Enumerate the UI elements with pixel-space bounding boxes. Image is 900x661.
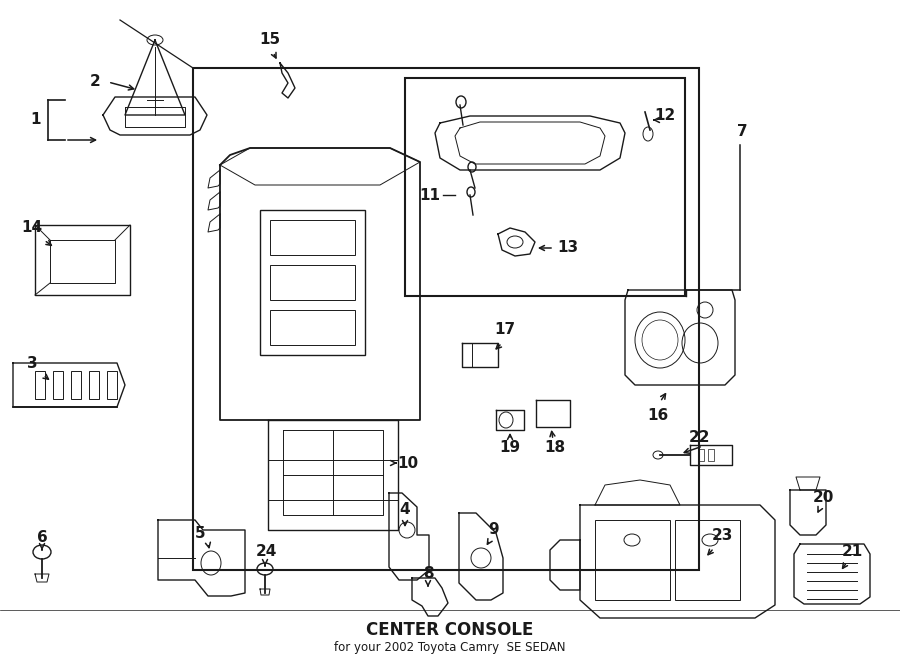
Bar xyxy=(71,371,81,399)
Text: 6: 6 xyxy=(37,531,48,545)
Text: 17: 17 xyxy=(494,323,516,338)
Text: 1: 1 xyxy=(31,112,41,128)
Text: 23: 23 xyxy=(711,527,733,543)
Text: for your 2002 Toyota Camry  SE SEDAN: for your 2002 Toyota Camry SE SEDAN xyxy=(334,641,566,654)
Bar xyxy=(260,210,365,355)
Bar xyxy=(270,265,355,300)
Bar xyxy=(675,520,740,600)
Bar xyxy=(193,68,699,570)
Text: CENTER CONSOLE: CENTER CONSOLE xyxy=(366,621,534,639)
Text: 18: 18 xyxy=(544,440,565,455)
Text: 20: 20 xyxy=(813,490,833,506)
Text: 9: 9 xyxy=(489,522,500,537)
Text: 15: 15 xyxy=(259,32,281,48)
Text: 12: 12 xyxy=(654,108,676,122)
Text: 16: 16 xyxy=(647,407,669,422)
Bar xyxy=(595,520,670,600)
Bar xyxy=(270,310,355,345)
Bar xyxy=(107,371,117,399)
Text: 4: 4 xyxy=(400,502,410,518)
Text: 11: 11 xyxy=(419,188,440,202)
Bar xyxy=(708,449,714,461)
Text: 14: 14 xyxy=(22,221,42,235)
Text: 3: 3 xyxy=(27,356,37,371)
Bar xyxy=(53,371,63,399)
Text: 8: 8 xyxy=(423,566,433,582)
Text: 13: 13 xyxy=(557,241,579,256)
Text: 2: 2 xyxy=(90,75,101,89)
Bar xyxy=(35,371,45,399)
Text: 5: 5 xyxy=(194,525,205,541)
Text: 10: 10 xyxy=(398,455,418,471)
Text: 19: 19 xyxy=(500,440,520,455)
Text: 22: 22 xyxy=(689,430,711,446)
Text: 7: 7 xyxy=(737,124,747,139)
Text: 24: 24 xyxy=(256,545,276,559)
Bar xyxy=(405,78,685,296)
Bar xyxy=(270,220,355,255)
Text: 21: 21 xyxy=(842,545,862,559)
Bar xyxy=(89,371,99,399)
Bar xyxy=(698,449,704,461)
